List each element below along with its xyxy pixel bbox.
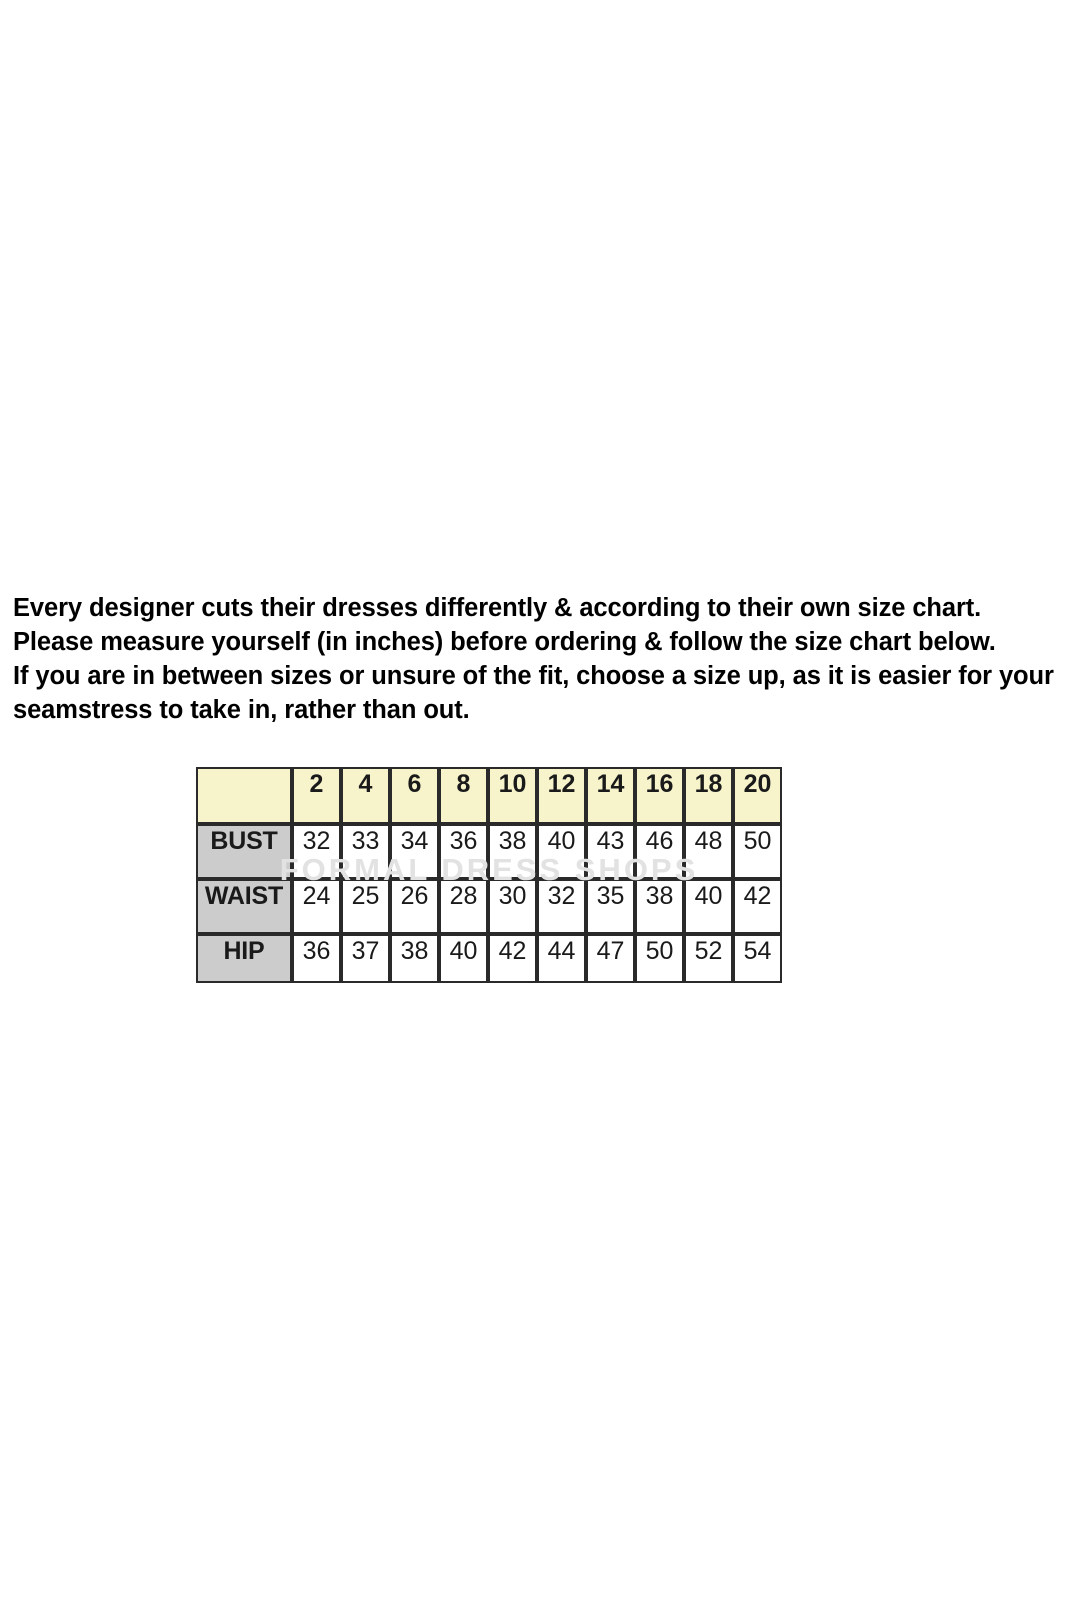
- header-size-2: 2: [292, 767, 341, 824]
- row-label-waist: WAIST: [196, 879, 292, 934]
- header-size-6: 6: [390, 767, 439, 824]
- cell-bust-20: 50: [733, 824, 782, 879]
- cell-waist-18: 40: [684, 879, 733, 934]
- cell-hip-6: 38: [390, 934, 439, 983]
- table-row-waist: WAIST 24 25 26 28 30 32 35 38 40 42: [196, 879, 782, 934]
- size-chart-table: 2 4 6 8 10 12 14 16 18 20 BUST 32 33 34 …: [196, 767, 782, 983]
- table-row-hip: HIP 36 37 38 40 42 44 47 50 52 54: [196, 934, 782, 983]
- header-size-16: 16: [635, 767, 684, 824]
- cell-hip-2: 36: [292, 934, 341, 983]
- cell-waist-16: 38: [635, 879, 684, 934]
- cell-waist-14: 35: [586, 879, 635, 934]
- header-size-14: 14: [586, 767, 635, 824]
- row-label-hip: HIP: [196, 934, 292, 983]
- header-size-18: 18: [684, 767, 733, 824]
- header-size-12: 12: [537, 767, 586, 824]
- cell-bust-8: 36: [439, 824, 488, 879]
- cell-hip-18: 52: [684, 934, 733, 983]
- cell-bust-6: 34: [390, 824, 439, 879]
- cell-waist-6: 26: [390, 879, 439, 934]
- intro-paragraph-1: Every designer cuts their dresses differ…: [13, 594, 996, 656]
- cell-bust-10: 38: [488, 824, 537, 879]
- row-label-bust: BUST: [196, 824, 292, 879]
- header-corner-cell: [196, 767, 292, 824]
- table-header-row: 2 4 6 8 10 12 14 16 18 20: [196, 767, 782, 824]
- cell-bust-14: 43: [586, 824, 635, 879]
- cell-bust-2: 32: [292, 824, 341, 879]
- cell-waist-12: 32: [537, 879, 586, 934]
- cell-hip-20: 54: [733, 934, 782, 983]
- cell-waist-10: 30: [488, 879, 537, 934]
- cell-bust-18: 48: [684, 824, 733, 879]
- cell-bust-12: 40: [537, 824, 586, 879]
- cell-hip-4: 37: [341, 934, 390, 983]
- header-size-4: 4: [341, 767, 390, 824]
- header-size-8: 8: [439, 767, 488, 824]
- intro-text-block: Every designer cuts their dresses differ…: [13, 591, 1058, 727]
- cell-hip-16: 50: [635, 934, 684, 983]
- header-size-20: 20: [733, 767, 782, 824]
- cell-hip-8: 40: [439, 934, 488, 983]
- cell-hip-14: 47: [586, 934, 635, 983]
- cell-waist-8: 28: [439, 879, 488, 934]
- intro-paragraph-2: If you are in between sizes or unsure of…: [13, 662, 1061, 724]
- size-chart-container: 2 4 6 8 10 12 14 16 18 20 BUST 32 33 34 …: [196, 767, 782, 983]
- cell-hip-10: 42: [488, 934, 537, 983]
- cell-waist-4: 25: [341, 879, 390, 934]
- cell-bust-16: 46: [635, 824, 684, 879]
- cell-bust-4: 33: [341, 824, 390, 879]
- header-size-10: 10: [488, 767, 537, 824]
- table-row-bust: BUST 32 33 34 36 38 40 43 46 48 50: [196, 824, 782, 879]
- cell-waist-20: 42: [733, 879, 782, 934]
- cell-waist-2: 24: [292, 879, 341, 934]
- cell-hip-12: 44: [537, 934, 586, 983]
